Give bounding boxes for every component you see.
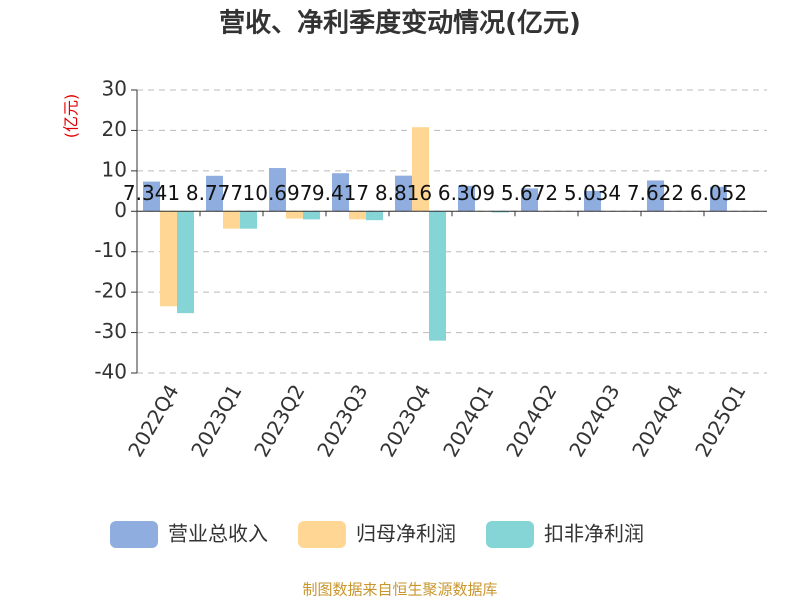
legend-swatch [298,521,346,548]
value-label: 5.672 [501,181,558,205]
legend-label: 归母净利润 [356,522,456,546]
x-tick-label: 2023Q1 [186,380,246,461]
y-tick-label: -10 [94,238,127,262]
bar [143,181,160,212]
bar [492,211,509,213]
bar [412,127,429,212]
bar [429,211,446,341]
x-tick-label: 2024Q4 [627,380,687,461]
value-label: 7.622 [627,181,684,205]
bar [303,211,320,220]
y-tick-label: 30 [102,77,127,101]
x-tick-label: 2024Q3 [564,380,624,461]
y-tick-label: -30 [94,319,127,343]
x-tick-label: 2024Q1 [438,380,498,461]
bar [521,188,538,212]
value-label: 7.341 [123,181,180,205]
x-tick-label: 2023Q4 [375,380,435,461]
bar [206,175,223,212]
bar [223,211,240,229]
bar [366,211,383,221]
value-label: 8.777 [186,181,243,205]
y-tick-label: 20 [102,117,127,141]
value-label: 6.309 [438,181,495,205]
x-tick-label: 2024Q2 [501,380,561,461]
bar [286,211,303,219]
legend-swatch [110,521,158,548]
x-tick-label: 2023Q2 [249,380,309,461]
value-label: 5.034 [564,181,621,205]
y-axis-label: (亿元) [62,94,81,139]
y-tick-label: -40 [94,360,127,384]
x-tick-label: 2025Q1 [690,380,750,461]
bar [584,190,601,212]
y-tick-label: 10 [102,157,127,181]
chart-title: 营收、净利季度变动情况(亿元) [219,8,581,39]
legend-label: 扣非净利润 [544,522,644,546]
bar [710,186,727,212]
y-tick-label: -20 [94,279,127,303]
bar [332,173,349,212]
bar [647,180,664,212]
bar [458,185,475,212]
value-label: 6.052 [690,181,747,205]
x-tick-label: 2022Q4 [123,380,183,461]
bar [349,211,366,220]
value-label: 9.417 [312,181,369,205]
x-tick-label: 2023Q3 [312,380,372,461]
bar [269,168,286,212]
bar [395,175,412,212]
source-note: 制图数据来自恒生聚源数据库 [302,581,497,599]
legend-swatch [486,521,534,548]
bar [240,211,257,229]
legend-label: 营业总收入 [168,522,268,546]
value-label: 10.697 [243,181,313,205]
bar [177,211,194,314]
y-tick-label: 0 [114,198,127,222]
value-label: 8.816 [375,181,432,205]
bar [160,211,177,307]
